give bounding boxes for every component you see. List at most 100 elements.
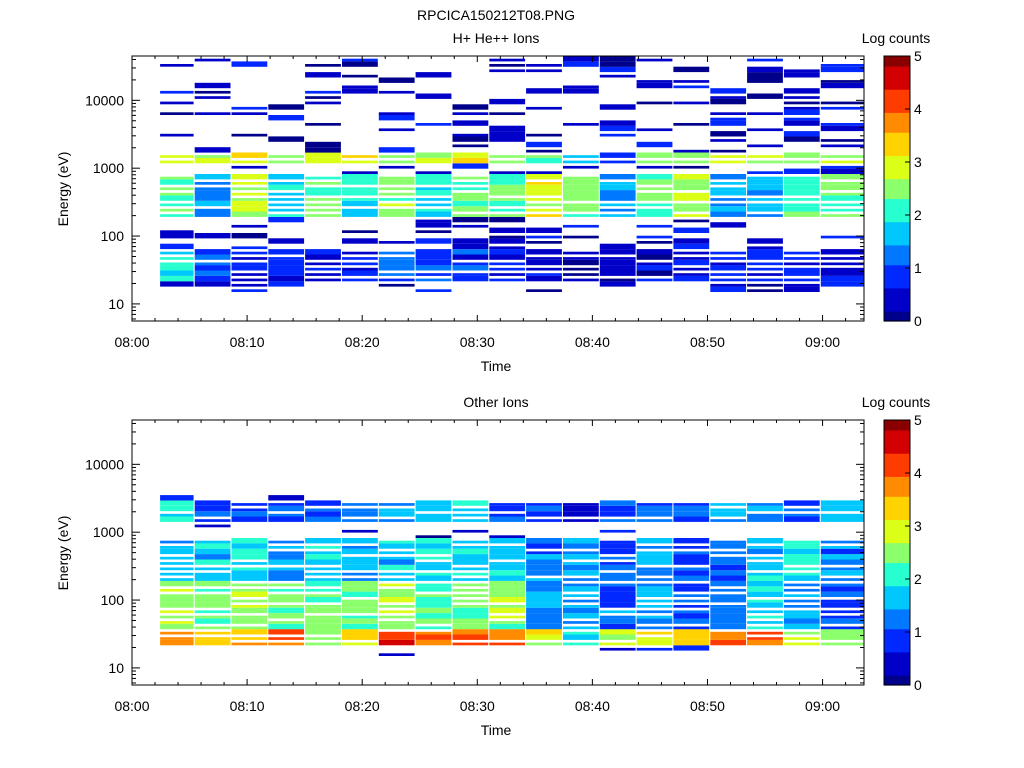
heatmap-cell: [378, 551, 415, 555]
colorbar-segment: [884, 268, 910, 272]
heatmap-cell: [268, 275, 305, 282]
heatmap-cell: [268, 184, 305, 191]
colorbar-segment: [884, 671, 910, 676]
heatmap-cell: [268, 160, 305, 164]
heatmap-cell: [489, 516, 526, 522]
heatmap-cell: [231, 503, 268, 506]
heatmap-cell: [783, 96, 820, 99]
colorbar-segment: [884, 274, 910, 279]
colorbar-segment: [884, 138, 910, 143]
heatmap-cell: [378, 257, 415, 260]
heatmap-cell: [160, 572, 194, 576]
colorbar-segment: [884, 287, 910, 292]
heatmap-cell: [526, 203, 562, 207]
heatmap-cell: [710, 543, 747, 549]
heatmap-cell: [526, 597, 562, 603]
heatmap-cell: [710, 273, 747, 276]
heatmap-cell: [489, 538, 526, 544]
heatmap-cell: [268, 214, 305, 217]
heatmap-cell: [415, 543, 452, 549]
heatmap-cell: [673, 165, 710, 169]
heatmap-cell: [747, 58, 783, 62]
heatmap-cell: [231, 262, 268, 266]
heatmap-cell: [160, 540, 194, 544]
colorbar-segment: [884, 658, 910, 663]
heatmap-cell: [489, 607, 526, 614]
heatmap-plot: 08:00 08:10 08:20 08:30 08:40 08:50 09:0010100…: [85, 48, 922, 350]
heatmap-cell: [783, 513, 820, 517]
heatmap-cell: [710, 605, 747, 608]
heatmap-cell: [599, 519, 636, 522]
colorbar-segment: [884, 294, 910, 299]
heatmap-cell: [305, 538, 341, 544]
heatmap-cell: [636, 241, 673, 244]
heatmap-cell: [820, 599, 864, 603]
heatmap-cell: [747, 621, 783, 624]
heatmap-cell: [415, 613, 452, 619]
heatmap-cell: [636, 235, 673, 239]
heatmap-cell: [820, 629, 864, 635]
heatmap-cell: [710, 251, 747, 255]
heatmap-cell: [783, 500, 820, 506]
heatmap-cell: [563, 605, 599, 608]
heatmap-cell: [563, 88, 599, 94]
heatmap-cell: [563, 564, 599, 571]
heatmap-cell: [452, 136, 489, 142]
heatmap-cell: [342, 198, 378, 201]
heatmap-cell: [415, 171, 452, 174]
heatmap-cell: [378, 273, 415, 276]
heatmap-cell: [783, 623, 820, 630]
heatmap-cell: [160, 610, 194, 614]
colorbar-segment: [884, 582, 910, 587]
heatmap-cell: [489, 548, 526, 555]
heatmap-cell: [231, 211, 268, 217]
heatmap-cell: [599, 243, 636, 250]
heatmap-cell: [747, 564, 783, 571]
heatmap-cell: [489, 580, 526, 587]
heatmap-cell: [378, 578, 415, 581]
heatmap-cell: [673, 195, 710, 201]
heatmap-cell: [820, 610, 864, 614]
heatmap-cell: [673, 551, 710, 555]
heatmap-cell: [636, 583, 673, 587]
colorbar-tick-label: 2: [914, 207, 922, 223]
heatmap-cell: [342, 564, 378, 571]
heatmap-cell: [489, 184, 526, 191]
heatmap-cell: [194, 157, 231, 164]
heatmap-cell: [378, 176, 415, 180]
heatmap-cell: [194, 610, 231, 614]
heatmap-cell: [636, 546, 673, 549]
heatmap-cell: [820, 642, 864, 646]
heatmap-cell: [820, 554, 864, 560]
heatmap-cell: [599, 610, 636, 614]
heatmap-cell: [673, 227, 710, 233]
heatmap-cell: [342, 548, 378, 555]
heatmap-cell: [268, 623, 305, 630]
heatmap-cell: [673, 610, 710, 614]
colorbar-segment: [884, 473, 910, 477]
heatmap-cell: [268, 136, 305, 142]
heatmap-cell: [820, 586, 864, 592]
heatmap-cell: [452, 157, 489, 164]
heatmap-cell: [194, 548, 231, 555]
heatmap-cell: [160, 208, 194, 212]
heatmap-cell: [747, 602, 783, 608]
colorbar-segment: [884, 502, 910, 507]
heatmap-cell: [673, 639, 710, 646]
heatmap-cell: [452, 133, 489, 137]
heatmap-cell: [231, 637, 268, 640]
heatmap-cell: [342, 634, 378, 640]
heatmap-cell: [563, 594, 599, 597]
heatmap-cell: [489, 64, 526, 67]
colorbar-segment: [884, 463, 910, 467]
heatmap-cell: [820, 548, 864, 555]
heatmap-cell: [305, 572, 341, 576]
colorbar-segment: [884, 479, 910, 484]
colorbar-segment: [884, 224, 910, 229]
x-tick-label: 09:00: [805, 334, 840, 350]
heatmap-cell: [231, 554, 268, 560]
heatmap-cell: [526, 580, 562, 587]
heatmap-cell: [783, 168, 820, 174]
heatmap-cell: [783, 88, 820, 94]
heatmap-cell: [415, 597, 452, 603]
